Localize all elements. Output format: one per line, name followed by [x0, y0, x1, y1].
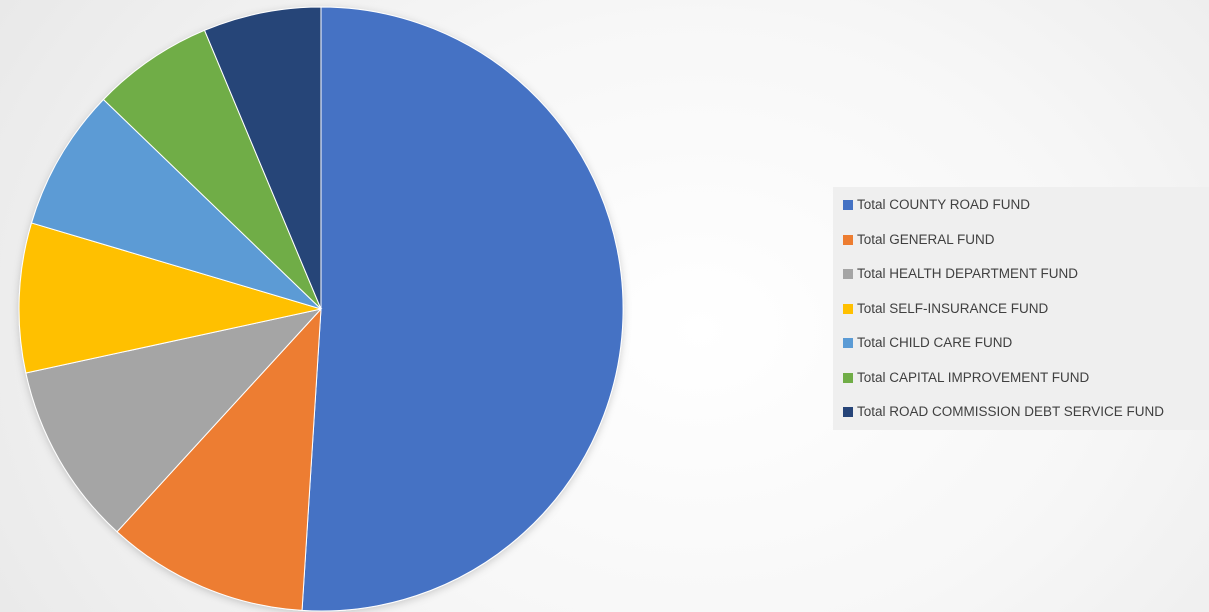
- pie-chart: [18, 6, 624, 612]
- legend-item: Total ROAD COMMISSION DEBT SERVICE FUND: [833, 404, 1209, 439]
- legend-item: Total GENERAL FUND: [833, 232, 1209, 267]
- pie-slice-2: [116, 307, 322, 611]
- pie-slice-1: [301, 6, 624, 612]
- legend-swatch: [843, 200, 853, 210]
- legend-item: Total SELF-INSURANCE FUND: [833, 301, 1209, 336]
- legend-label: Total CHILD CARE FUND: [857, 335, 1013, 350]
- pie-slice-6: [102, 29, 322, 310]
- legend-item: Total COUNTY ROAD FUND: [833, 197, 1209, 232]
- legend-label: Total GENERAL FUND: [857, 231, 995, 247]
- legend-label: Total ROAD COMMISSION DEBT SERVICE FUND: [857, 404, 1165, 419]
- legend-swatch: [843, 372, 853, 383]
- legend-swatch: [843, 269, 853, 279]
- legend-swatch: [843, 338, 853, 348]
- legend-item: Total HEALTH DEPARTMENT FUND: [833, 266, 1209, 301]
- legend-item: Total CHILD CARE FUND: [833, 335, 1209, 370]
- pie-slice-7: [203, 6, 322, 310]
- legend-label: Total CAPITAL IMPROVEMENT FUND: [857, 369, 1090, 385]
- legend-item: Total CAPITAL IMPROVEMENT FUND: [833, 370, 1209, 405]
- pie-slice-4: [18, 222, 322, 374]
- pie-slice-5: [30, 98, 322, 310]
- legend-swatch: [843, 303, 853, 314]
- legend-label: Total HEALTH DEPARTMENT FUND: [857, 266, 1079, 281]
- legend-label: Total SELF-INSURANCE FUND: [857, 300, 1049, 316]
- legend-swatch: [843, 407, 853, 417]
- legend-swatch: [843, 234, 853, 245]
- pie-slice-3: [25, 308, 323, 533]
- chart-legend: Total COUNTY ROAD FUND Total GENERAL FUND…: [833, 187, 1209, 430]
- legend-label: Total COUNTY ROAD FUND: [857, 197, 1031, 212]
